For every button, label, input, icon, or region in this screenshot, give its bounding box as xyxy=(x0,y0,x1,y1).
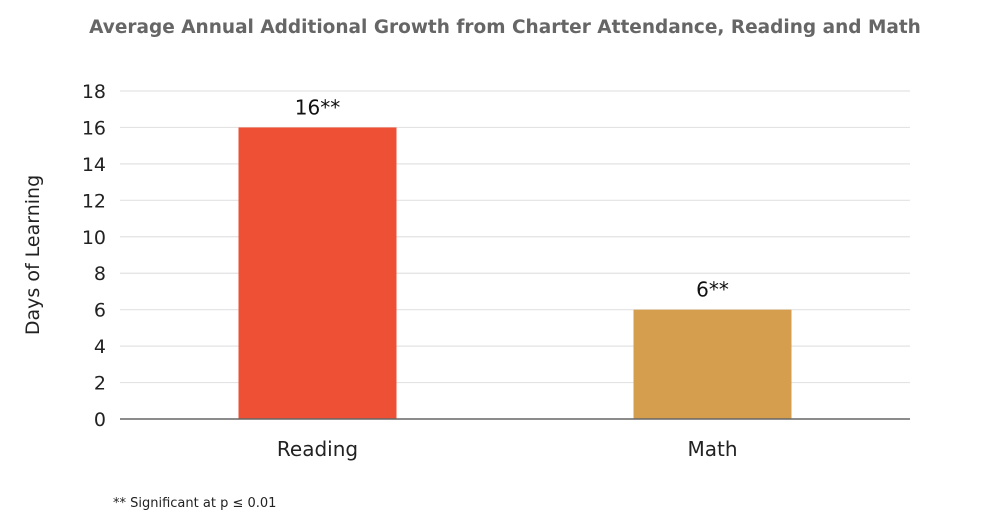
chart-title: Average Annual Additional Growth from Ch… xyxy=(89,17,921,38)
x-category-label: Math xyxy=(687,437,737,461)
bar-reading xyxy=(238,127,397,419)
y-tick-label: 10 xyxy=(82,227,106,249)
y-tick-label: 6 xyxy=(94,300,106,322)
y-tick-label: 18 xyxy=(82,81,106,103)
y-tick-label: 2 xyxy=(94,373,106,395)
y-tick-label: 8 xyxy=(94,263,106,285)
y-tick-label: 0 xyxy=(94,409,106,431)
x-category-label: Reading xyxy=(277,437,358,461)
data-label: 6** xyxy=(696,278,729,302)
y-axis-ticks: 0 2 4 6 8 10 12 14 16 18 xyxy=(82,81,106,431)
y-axis-label: Days of Learning xyxy=(22,175,44,335)
y-tick-label: 12 xyxy=(82,190,106,212)
x-axis-categories: Reading Math xyxy=(277,437,738,461)
footnote: ** Significant at p ≤ 0.01 xyxy=(113,496,276,511)
y-tick-label: 4 xyxy=(94,336,106,358)
bars: 16** 6** xyxy=(238,95,792,419)
y-tick-label: 16 xyxy=(82,117,106,139)
data-label: 16** xyxy=(295,95,340,119)
y-tick-label: 14 xyxy=(82,154,106,176)
bar-math xyxy=(633,309,792,419)
